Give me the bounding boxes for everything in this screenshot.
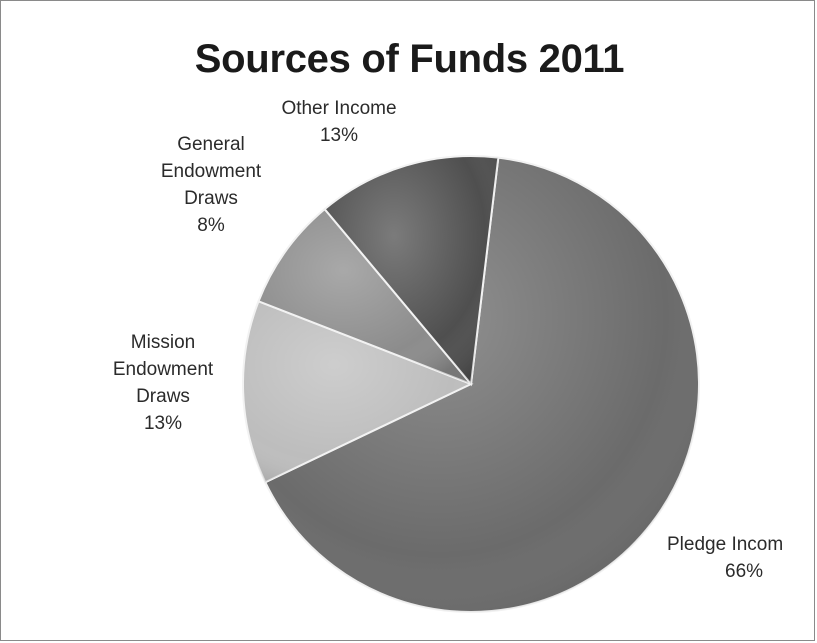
slice-label-line: Mission — [93, 329, 233, 356]
slice-label-line: Endowment — [141, 158, 281, 185]
slice-label-other-income: Other Income 13% — [259, 95, 419, 149]
slice-value-label: 13% — [259, 122, 419, 149]
slice-label-mission-endowment: Mission Endowment Draws 13% — [93, 329, 233, 437]
slice-label-pledge-income: Pledge Incom 66% — [667, 531, 815, 585]
slice-value-label: 13% — [93, 410, 233, 437]
slice-label-line: Other Income — [259, 95, 419, 122]
slice-label-line: Draws — [141, 185, 281, 212]
slice-label-line: Endowment — [93, 356, 233, 383]
slice-value-label: 66% — [667, 558, 815, 585]
slice-value-label: 8% — [141, 212, 281, 239]
slice-label-line: Draws — [93, 383, 233, 410]
slice-label-line: Pledge Incom — [667, 531, 815, 558]
